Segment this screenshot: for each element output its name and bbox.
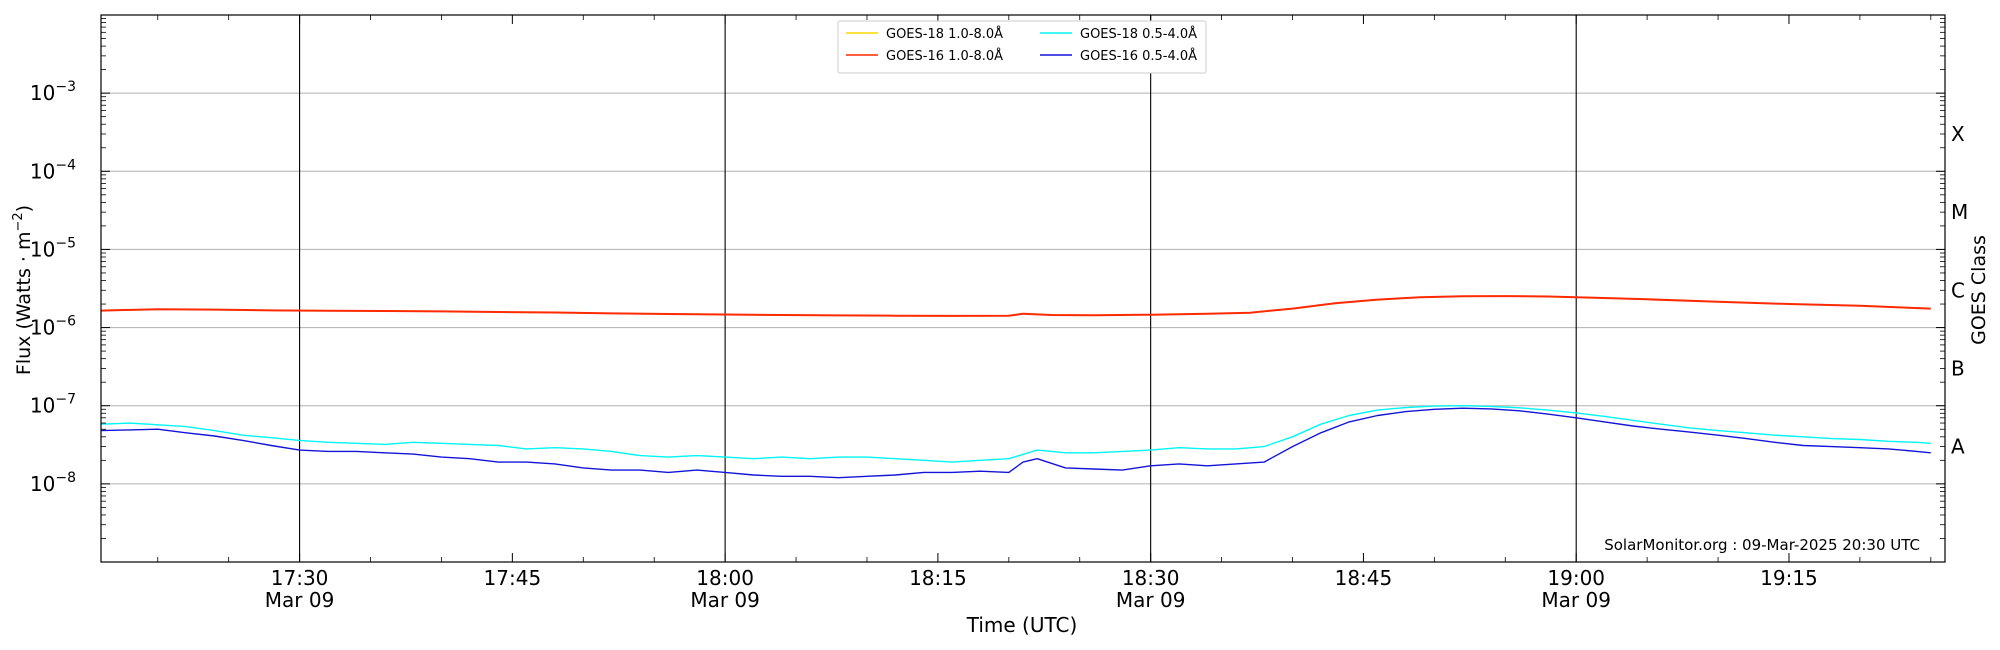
x-tick-label: 18:15 bbox=[909, 566, 967, 590]
y-axis-label: Flux (Watts · m−2) bbox=[11, 205, 35, 375]
goes-class-axis-label: GOES Class bbox=[1968, 235, 1990, 345]
y-tick-base: 10 bbox=[30, 394, 55, 418]
y-tick-label: 10−8 bbox=[30, 470, 76, 496]
y-tick-exponent: −5 bbox=[55, 235, 76, 251]
source-annotation: SolarMonitor.org : 09-Mar-2025 20:30 UTC bbox=[1604, 536, 1920, 554]
legend-label-3: GOES-16 0.5-4.0Å bbox=[1080, 48, 1197, 64]
y-tick-label: 10−4 bbox=[30, 157, 76, 183]
grid-layer bbox=[101, 92, 1945, 485]
legend: GOES-18 1.0-8.0Å GOES-16 1.0-8.0Å GOES-18 … bbox=[837, 20, 1207, 74]
x-tick-label: 18:30 bbox=[1122, 566, 1180, 590]
y-axis-ticks: 10−310−410−510−610−710−8 bbox=[30, 18, 1945, 539]
legend-label-1: GOES-16 1.0-8.0Å bbox=[886, 48, 1003, 64]
series-line-2 bbox=[100, 405, 1931, 463]
y-tick-base: 10 bbox=[30, 159, 55, 183]
x-tick-label: 19:00 bbox=[1547, 566, 1605, 590]
y-tick-exponent: −4 bbox=[55, 157, 76, 173]
y-axis-label-superscript: −2 bbox=[11, 212, 26, 231]
x-tick-date-label: Mar 09 bbox=[1116, 588, 1186, 612]
x-tick-date-label: Mar 09 bbox=[265, 588, 335, 612]
goes-class-label-b: B bbox=[1951, 356, 1965, 380]
goes-class-label-a: A bbox=[1951, 435, 1965, 459]
x-tick-label: 18:45 bbox=[1335, 566, 1393, 590]
legend-items: GOES-18 1.0-8.0Å GOES-16 1.0-8.0Å GOES-18 … bbox=[846, 26, 1197, 64]
legend-box bbox=[837, 20, 1207, 74]
plot-frame bbox=[100, 14, 1946, 563]
y-tick-label: 10−7 bbox=[30, 392, 76, 418]
y-tick-base: 10 bbox=[30, 472, 55, 496]
legend-label-2: GOES-18 0.5-4.0Å bbox=[1080, 26, 1197, 42]
y-tick-base: 10 bbox=[30, 316, 55, 340]
goes-class-label-x: X bbox=[1951, 122, 1965, 146]
series-layer bbox=[100, 295, 1931, 479]
legend-label-0: GOES-18 1.0-8.0Å bbox=[886, 26, 1003, 42]
series-line-1 bbox=[100, 295, 1931, 317]
x-tick-date-label: Mar 09 bbox=[690, 588, 760, 612]
series-line-3 bbox=[100, 407, 1931, 479]
goes-class-label-c: C bbox=[1951, 278, 1965, 302]
goes-class-label-m: M bbox=[1951, 200, 1968, 224]
x-tick-label: 17:45 bbox=[484, 566, 542, 590]
y-tick-label: 10−3 bbox=[30, 79, 76, 105]
x-tick-label: 18:00 bbox=[696, 566, 754, 590]
y-axis-label-main: Flux (Watts · m bbox=[13, 232, 35, 376]
goes-class-labels: X M C B A bbox=[1951, 122, 1968, 459]
x-tick-date-label: Mar 09 bbox=[1541, 588, 1611, 612]
x-tick-label: 19:15 bbox=[1760, 566, 1818, 590]
y-tick-exponent: −7 bbox=[55, 392, 76, 408]
y-axis-label-close: ) bbox=[13, 205, 35, 212]
x-axis-label: Time (UTC) bbox=[966, 613, 1078, 637]
y-tick-base: 10 bbox=[30, 237, 55, 261]
y-tick-label: 10−6 bbox=[30, 314, 76, 340]
x-tick-label: 17:30 bbox=[271, 566, 329, 590]
y-tick-label: 10−5 bbox=[30, 235, 76, 261]
y-tick-base: 10 bbox=[30, 81, 55, 105]
day-marker-lines bbox=[299, 15, 1577, 562]
y-tick-exponent: −8 bbox=[55, 470, 76, 486]
y-tick-exponent: −3 bbox=[55, 79, 76, 95]
y-tick-exponent: −6 bbox=[55, 314, 76, 330]
